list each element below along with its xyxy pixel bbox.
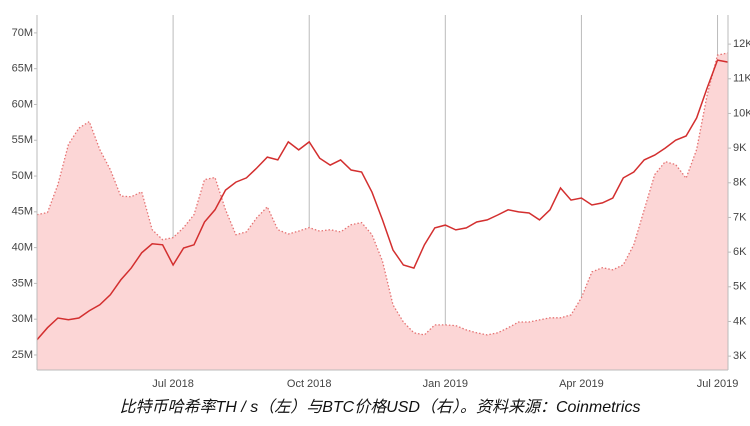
y-tick-label: 70M xyxy=(12,27,33,39)
y2-tick-label: 8K xyxy=(733,177,747,189)
x-tick-label: Jul 2018 xyxy=(152,378,194,390)
chart-caption: 比特币哈希率TH / s（左）与BTC价格USD（右）。资料来源：Coinmet… xyxy=(120,398,641,416)
x-tick-label: Oct 2018 xyxy=(287,378,332,390)
y2-tick-label: 7K xyxy=(733,211,747,223)
y2-tick-label: 5K xyxy=(733,281,747,293)
y-tick-label: 55M xyxy=(12,134,33,146)
y2-tick-label: 4K xyxy=(733,315,747,327)
y2-tick-label: 10K xyxy=(733,107,750,119)
line xyxy=(36,59,729,341)
y2-tick-label: 11K xyxy=(733,73,750,85)
y-tick-label: 65M xyxy=(12,63,33,75)
area xyxy=(37,52,728,371)
y-tick-label: 50M xyxy=(12,170,33,182)
y2-tick-label: 12K xyxy=(733,38,750,50)
x-tick-label: Jul 2019 xyxy=(697,378,739,390)
y2-tick-label: 3K xyxy=(733,350,747,362)
y-tick-label: 45M xyxy=(12,206,33,218)
x-tick-label: Apr 2019 xyxy=(559,378,604,390)
y2-tick-label: 9K xyxy=(733,142,747,154)
line xyxy=(36,52,729,336)
y2-tick-label: 6K xyxy=(733,246,747,258)
y-tick-label: 25M xyxy=(12,349,33,361)
y-tick-label: 60M xyxy=(12,98,33,110)
y-tick-label: 40M xyxy=(12,242,33,254)
y-tick-label: 30M xyxy=(12,313,33,325)
x-tick-label: Jan 2019 xyxy=(423,378,468,390)
y-tick-label: 35M xyxy=(12,277,33,289)
